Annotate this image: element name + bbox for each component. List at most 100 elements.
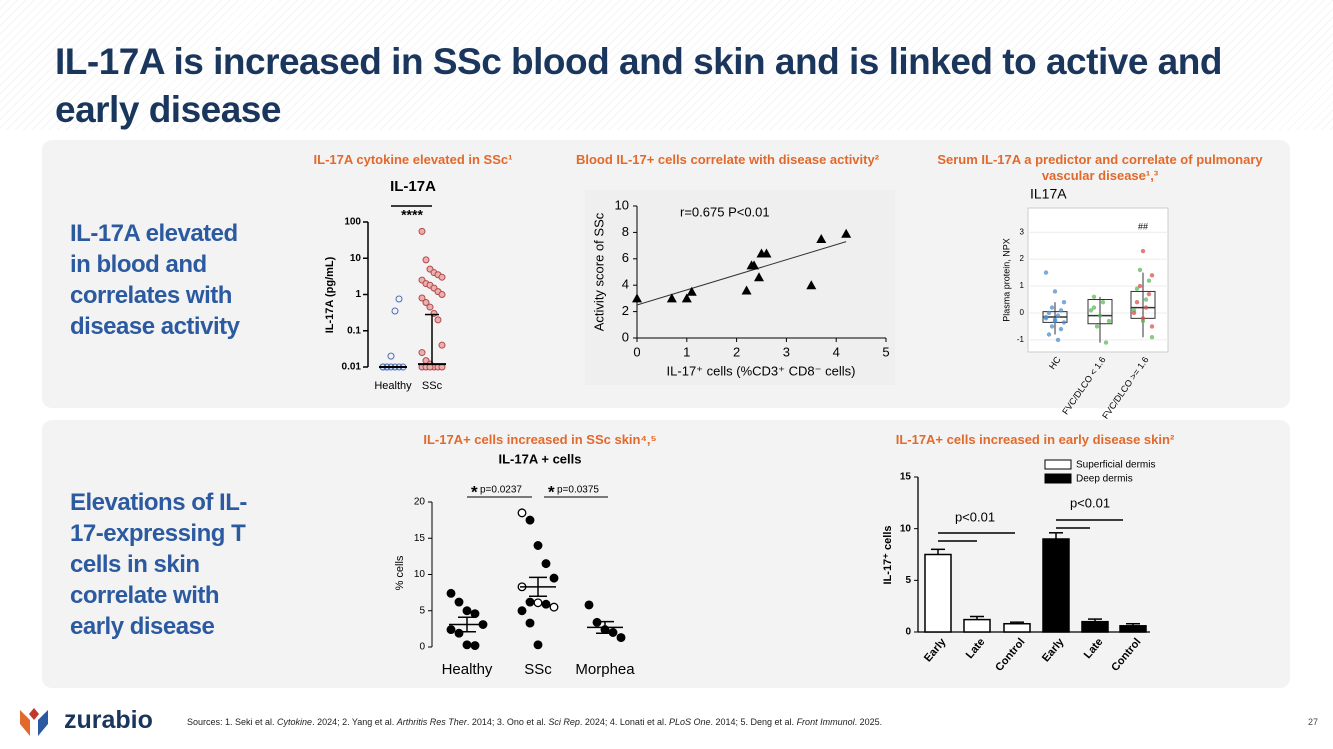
data-point bbox=[616, 633, 626, 643]
y-tick-label: 10 bbox=[900, 523, 912, 534]
data-point bbox=[1149, 334, 1155, 340]
data-point bbox=[1134, 300, 1140, 305]
chart-subtitle: Blood IL-17+ cells correlate with diseas… bbox=[575, 152, 880, 167]
data-point bbox=[517, 508, 527, 518]
data-point bbox=[1052, 289, 1058, 294]
data-point bbox=[1043, 314, 1049, 320]
y-tick-label: 15 bbox=[414, 533, 426, 544]
legend-swatch bbox=[1044, 473, 1072, 484]
annotation: p<0.01 bbox=[1070, 495, 1110, 510]
data-point bbox=[816, 234, 827, 243]
annotation: p=0.0237 bbox=[480, 485, 522, 496]
data-point bbox=[1055, 337, 1061, 343]
y-tick-label: 100 bbox=[344, 217, 361, 228]
source-text: PLoS One bbox=[668, 717, 711, 727]
data-point bbox=[1097, 313, 1103, 318]
logo-shape bbox=[29, 708, 39, 720]
data-point bbox=[446, 588, 456, 598]
y-tick-label: 1 bbox=[1020, 281, 1025, 290]
y-tick-label: 2 bbox=[1020, 254, 1025, 263]
data-point bbox=[749, 260, 760, 270]
x-tick-label: SSc bbox=[524, 661, 552, 678]
data-point bbox=[1061, 300, 1067, 305]
y-tick-label: 2 bbox=[622, 303, 629, 318]
x-tick-label: 2 bbox=[733, 344, 740, 359]
significance: **** bbox=[401, 207, 423, 223]
data-point bbox=[470, 609, 480, 619]
data-point bbox=[1149, 273, 1155, 278]
annotation: p<0.01 bbox=[955, 509, 995, 524]
chart-title: IL-17A bbox=[390, 178, 436, 195]
bar bbox=[963, 618, 991, 633]
data-point bbox=[1143, 297, 1149, 302]
chart-subtitle: Serum IL-17A a predictor and correlate o… bbox=[937, 152, 1263, 183]
chart: 0 1 2 3 4 5 0 2 4 6 8 10 IL-17⁺ cells (%CD3⁺ CD8⁻ ce… bbox=[585, 190, 895, 385]
data-point bbox=[1140, 248, 1146, 254]
data-point bbox=[841, 228, 852, 238]
data-point bbox=[1137, 283, 1143, 289]
data-point bbox=[1055, 313, 1061, 318]
x-tick-label: 4 bbox=[833, 344, 840, 359]
data-point bbox=[418, 294, 426, 302]
x-tick-label: 0 bbox=[633, 344, 640, 359]
source-text: Sources: 1. Seki et al. bbox=[187, 717, 278, 727]
y-tick-label: 1 bbox=[355, 289, 361, 300]
data-point bbox=[1103, 340, 1109, 345]
data-point bbox=[1043, 270, 1049, 275]
source-text: Arthritis Res Ther bbox=[396, 717, 467, 727]
y-tick-label: 10 bbox=[414, 569, 426, 580]
data-point bbox=[666, 293, 677, 303]
data-point bbox=[584, 600, 594, 610]
data-point bbox=[422, 299, 430, 307]
data-point bbox=[1091, 294, 1097, 300]
legend-swatch bbox=[1044, 459, 1072, 470]
source-text: . 2014; 5. Deng et al. bbox=[710, 717, 797, 727]
data-point bbox=[1052, 317, 1058, 322]
chart: IL-17A IL-17A (pg/mL) 100 10 1 0.1 0.01 Healthy… bbox=[324, 178, 446, 392]
data-point bbox=[1146, 278, 1152, 283]
y-tick-label: 0.1 bbox=[347, 325, 361, 336]
chart-subtitle: IL-17A cytokine elevated in SSc¹ bbox=[313, 152, 513, 167]
y-tick-label: -1 bbox=[1017, 335, 1025, 344]
data-point bbox=[426, 303, 434, 311]
data-point bbox=[1061, 320, 1067, 325]
source-text: . 2025. bbox=[854, 717, 883, 727]
y-tick-label: 4 bbox=[622, 277, 629, 292]
data-point bbox=[1143, 305, 1149, 310]
source-text: Cytokine bbox=[277, 717, 313, 727]
data-point bbox=[1140, 316, 1146, 321]
y-tick-label: 0 bbox=[622, 329, 629, 344]
y-tick-label: 15 bbox=[900, 472, 912, 483]
data-point bbox=[418, 349, 426, 357]
x-tick-label: Control bbox=[993, 636, 1027, 674]
panel bbox=[42, 420, 1290, 688]
y-tick-label: 0 bbox=[1020, 308, 1025, 317]
chart-subtitle: IL-17A+ cells increased in early disease… bbox=[895, 432, 1175, 447]
data-point bbox=[686, 286, 697, 296]
logo-icon bbox=[20, 708, 48, 736]
y-tick-label: 0 bbox=[905, 627, 911, 638]
data-point bbox=[422, 256, 430, 264]
bar bbox=[1042, 538, 1070, 633]
x-tick-label: FVC/DLCO >= 1.6 bbox=[1100, 355, 1150, 421]
box bbox=[1087, 299, 1113, 325]
y-tick-label: 3 bbox=[1020, 227, 1025, 236]
y-tick-label: 5 bbox=[419, 605, 425, 616]
data-point bbox=[741, 285, 752, 295]
data-point bbox=[1146, 291, 1152, 297]
data-point bbox=[1049, 324, 1055, 329]
y-tick-label: 10 bbox=[350, 253, 362, 264]
source-text: . 2024; 4. Lonati et al. bbox=[579, 717, 669, 727]
data-point bbox=[1134, 286, 1140, 291]
data-point bbox=[1091, 305, 1097, 310]
page-number: 27 bbox=[1308, 717, 1319, 727]
panel-heading: IL-17A elevated in blood and correlates … bbox=[70, 220, 240, 340]
data-point bbox=[1046, 332, 1052, 337]
data-point bbox=[1137, 267, 1143, 273]
data-point bbox=[541, 559, 551, 569]
x-tick-label: Healthy bbox=[374, 380, 412, 392]
data-point bbox=[1046, 310, 1052, 316]
chart-title: IL-17A + cells bbox=[499, 451, 582, 466]
data-point bbox=[1058, 326, 1064, 332]
source-text: Sci Rep bbox=[548, 717, 580, 727]
